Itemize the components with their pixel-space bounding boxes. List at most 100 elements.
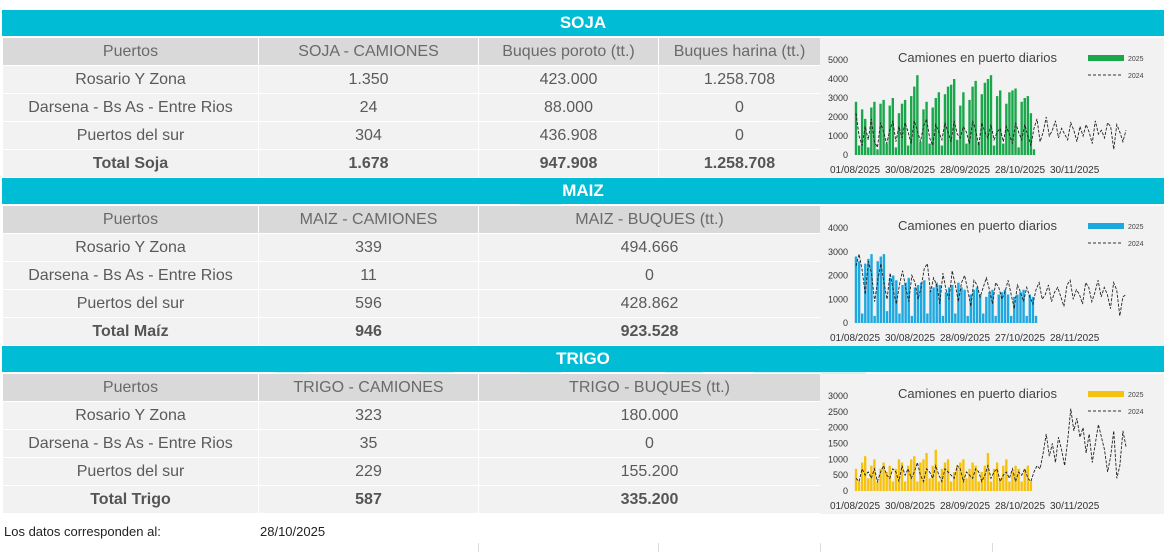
bar-2025 [897, 459, 901, 491]
table-row: Puertos del sur 304 436.908 0 [2, 121, 821, 150]
bar-2025 [894, 147, 898, 155]
x-tick-label: 01/08/2025 [830, 333, 880, 344]
bar-2025 [1026, 465, 1030, 491]
bar-2025 [1014, 88, 1017, 155]
bar-2025 [885, 311, 889, 324]
section-title-trigo: TRIGO [2, 346, 1164, 372]
x-tick-label: 28/09/2025 [940, 333, 990, 344]
bar-2025 [959, 462, 962, 491]
bar-2025 [985, 296, 988, 324]
port-name: Rosario Y Zona [2, 65, 259, 94]
bar-2025 [962, 459, 965, 491]
bar-2025 [952, 79, 956, 155]
bar-2025 [1008, 92, 1011, 155]
chart-maiz: Camiones en puerto diarios 2025 2024 4000 30… [820, 206, 1164, 346]
bar-2025 [931, 465, 934, 491]
y-tick-label: 2000 [828, 271, 848, 281]
y-tick-label: 1000 [828, 454, 848, 464]
bar-2025 [861, 313, 864, 323]
cell-divider [820, 543, 821, 552]
bar-2025 [983, 82, 987, 155]
cell-value: 0 [478, 261, 821, 290]
bar-2025 [885, 472, 888, 491]
bar-2025 [910, 459, 913, 491]
bar-2025 [966, 315, 969, 324]
bar-2025 [916, 481, 919, 491]
bar-2025 [937, 481, 941, 491]
table-row: Rosario Y Zona 339 494.666 [2, 233, 821, 262]
bar-2025 [940, 468, 944, 491]
bar-2025 [1002, 143, 1005, 155]
total-value: 587 [258, 485, 479, 514]
y-tick-label: 2500 [828, 407, 848, 417]
bar-2025 [968, 468, 971, 491]
bar-2025 [854, 468, 858, 491]
bar-2025 [882, 462, 885, 491]
bar-2025 [913, 287, 917, 324]
bar-2025 [963, 289, 966, 323]
bar-2025 [1005, 459, 1008, 491]
cell-value: 24 [258, 93, 479, 122]
bar-2025 [995, 462, 999, 491]
bar-2025 [860, 109, 864, 155]
bar-2025 [1014, 465, 1017, 491]
cell-value: 35 [258, 429, 479, 458]
y-tick-label: 500 [833, 470, 848, 480]
bar-2025 [1011, 90, 1014, 155]
bar-2025 [864, 118, 867, 155]
bar-2025 [940, 145, 944, 155]
legend-label-2025: 2025 [1128, 392, 1144, 399]
bar-2025 [965, 143, 968, 155]
x-tick-label: 01/08/2025 [830, 165, 880, 176]
bar-2025 [1019, 292, 1022, 324]
chart-svg: Camiones en puerto diarios 2025 2024 4000 30… [828, 218, 1144, 344]
port-name: Puertos del sur [2, 289, 259, 318]
bar-2025 [867, 258, 870, 324]
bar-2025 [978, 294, 982, 323]
port-name: Darsena - Bs As - Entre Rios [2, 93, 259, 122]
bar-2025 [854, 256, 858, 323]
bar-2025 [992, 468, 996, 491]
bar-2025 [962, 92, 965, 155]
bar-2025 [997, 294, 1000, 323]
port-name: Puertos del sur [2, 457, 259, 486]
bar-2025 [957, 282, 960, 324]
bar-2025 [892, 275, 895, 323]
bar-2025 [943, 462, 947, 491]
bar-2025 [897, 113, 901, 155]
total-label: Total Trigo [2, 485, 259, 514]
bar-2025 [1020, 481, 1023, 491]
bar-2025 [903, 99, 907, 155]
table-row: Darsena - Bs As - Entre Rios 35 0 [2, 429, 821, 458]
bar-2025 [891, 481, 895, 491]
header-camiones: TRIGO - CAMIONES [258, 373, 479, 402]
cell-value: 596 [258, 289, 479, 318]
header-camiones: SOJA - CAMIONES [258, 37, 479, 66]
bar-2025 [882, 254, 886, 324]
table-row: Rosario Y Zona 323 180.000 [2, 401, 821, 430]
table-row: Puertos del sur 596 428.862 [2, 289, 821, 318]
cell-value: 304 [258, 121, 479, 150]
chart-title: Camiones en puerto diarios [898, 218, 1057, 233]
cell-value: 155.200 [478, 457, 821, 486]
x-tick-label: 28/10/2025 [995, 501, 1045, 512]
cell-value: 180.000 [478, 401, 821, 430]
legend-label-2025: 2025 [1128, 224, 1144, 231]
bar-2025 [894, 468, 898, 491]
bar-2025 [972, 289, 976, 323]
cell-value: 229 [258, 457, 479, 486]
line-2024 [855, 254, 1127, 316]
bar-2025 [919, 462, 922, 491]
bar-2025 [977, 143, 980, 155]
bar-2025 [1009, 315, 1013, 324]
bar-2025 [956, 139, 959, 155]
bar-2025 [916, 75, 919, 155]
chart-soja: Camiones en puerto diarios 2025 2024 5000 40… [820, 38, 1164, 178]
bar-2025 [854, 101, 858, 155]
cell-value: 423.000 [478, 65, 659, 94]
header-buques-poroto: Buques poroto (tt.) [478, 37, 659, 66]
y-tick-label: 4000 [828, 74, 848, 84]
bar-2025 [1026, 96, 1030, 155]
bar-2025 [935, 282, 938, 324]
bar-2025 [922, 109, 925, 155]
